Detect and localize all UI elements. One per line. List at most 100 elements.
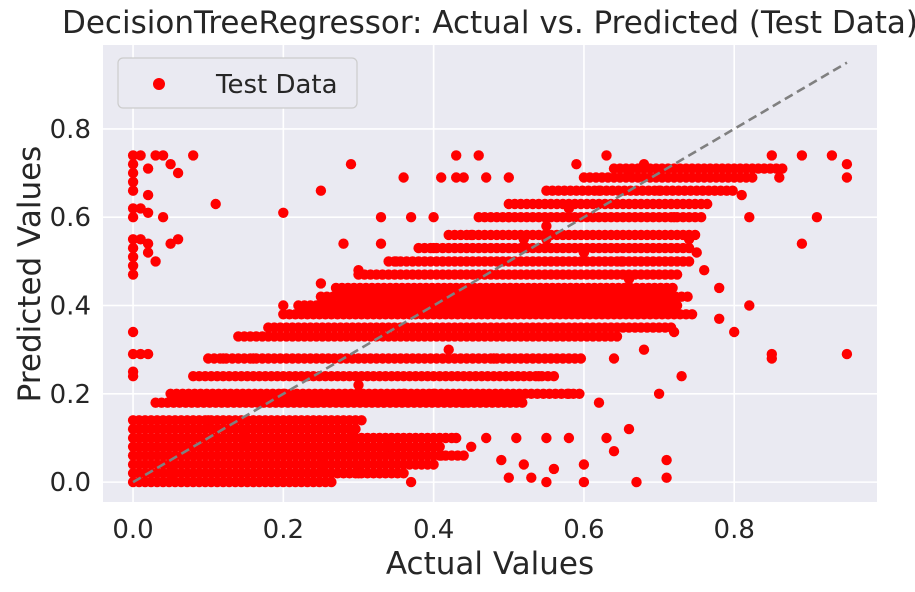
- data-point: [405, 212, 417, 223]
- data-point: [127, 242, 139, 254]
- data-point: [496, 454, 507, 466]
- data-point: [135, 150, 146, 161]
- data-point: [796, 238, 808, 249]
- data-point: [203, 415, 214, 426]
- data-point: [541, 476, 552, 488]
- y-tick-label: 0.6: [50, 203, 91, 233]
- data-point: [661, 472, 672, 483]
- data-point: [345, 159, 357, 170]
- data-point: [671, 300, 683, 311]
- data-point: [699, 265, 710, 276]
- data-point: [608, 353, 620, 364]
- data-point: [142, 189, 154, 201]
- data-point: [458, 450, 469, 461]
- data-point: [240, 432, 251, 444]
- data-point: [623, 423, 635, 435]
- data-point: [315, 278, 327, 289]
- data-point: [744, 300, 755, 311]
- data-point: [503, 172, 514, 183]
- data-point: [503, 212, 514, 223]
- data-point: [127, 269, 139, 280]
- reference-line: [132, 61, 848, 484]
- data-point: [428, 212, 439, 223]
- data-point: [541, 432, 552, 444]
- data-point: [601, 150, 612, 161]
- data-point: [135, 203, 146, 214]
- data-point: [473, 150, 484, 161]
- x-axis-title: Actual Values: [386, 546, 594, 582]
- data-point: [326, 476, 337, 488]
- data-point: [623, 273, 635, 285]
- data-point: [563, 432, 575, 444]
- data-point: [466, 229, 477, 241]
- data-point: [127, 326, 139, 338]
- data-point: [727, 185, 738, 196]
- data-point: [638, 344, 650, 355]
- legend-label: Test Data: [215, 70, 338, 100]
- data-point: [338, 238, 349, 249]
- data-point: [172, 234, 184, 245]
- data-point: [744, 212, 755, 223]
- data-point: [127, 203, 139, 214]
- data-point: [165, 159, 176, 170]
- data-point: [638, 159, 650, 170]
- data-point: [766, 150, 777, 161]
- data-point: [682, 291, 693, 302]
- y-tick-label: 0.0: [50, 468, 91, 498]
- data-point: [127, 212, 139, 223]
- data-point: [142, 247, 154, 258]
- data-point: [127, 159, 139, 170]
- data-point: [188, 150, 199, 161]
- data-point: [356, 415, 367, 426]
- data-point: [451, 172, 462, 183]
- y-tick-labels: 0.0 0.2 0.4 0.6 0.8: [50, 115, 91, 498]
- data-point: [616, 256, 627, 267]
- data-point: [747, 172, 758, 183]
- data-point: [578, 476, 590, 488]
- data-point: [350, 423, 361, 435]
- data-point: [653, 185, 665, 196]
- data-point: [127, 371, 139, 382]
- data-point: [466, 441, 477, 452]
- data-point: [165, 238, 176, 249]
- data-point: [683, 242, 695, 254]
- data-points: [127, 150, 853, 488]
- data-point: [729, 326, 740, 338]
- data-point: [458, 172, 469, 183]
- data-point: [142, 163, 154, 174]
- data-point: [676, 371, 687, 382]
- legend: Test Data: [117, 57, 358, 109]
- data-point: [218, 353, 229, 364]
- data-point: [774, 172, 785, 183]
- x-tick-label: 0.4: [413, 515, 454, 545]
- legend-marker: [153, 78, 165, 90]
- data-point: [428, 388, 439, 399]
- data-point: [315, 185, 327, 196]
- data-point: [127, 348, 139, 360]
- data-point: [278, 450, 289, 461]
- data-point: [451, 150, 462, 161]
- data-point: [390, 256, 402, 267]
- data-point: [353, 265, 364, 276]
- data-point: [210, 198, 221, 210]
- data-point: [518, 459, 529, 470]
- data-point: [436, 450, 447, 461]
- data-point: [696, 212, 707, 223]
- data-point: [127, 251, 139, 263]
- data-point: [248, 353, 259, 364]
- data-point: [653, 388, 665, 399]
- data-point: [428, 459, 439, 470]
- x-tick-labels: 0.0 0.2 0.4 0.6 0.8: [112, 515, 755, 545]
- data-point: [563, 203, 575, 214]
- data-point: [405, 476, 417, 488]
- data-point: [150, 256, 161, 267]
- data-point: [127, 260, 139, 271]
- data-point: [188, 450, 199, 461]
- data-point: [434, 441, 445, 452]
- data-point: [826, 150, 838, 161]
- data-point: [714, 313, 725, 324]
- data-point: [777, 163, 788, 174]
- data-point: [353, 379, 364, 391]
- x-tick-label: 0.2: [263, 515, 304, 545]
